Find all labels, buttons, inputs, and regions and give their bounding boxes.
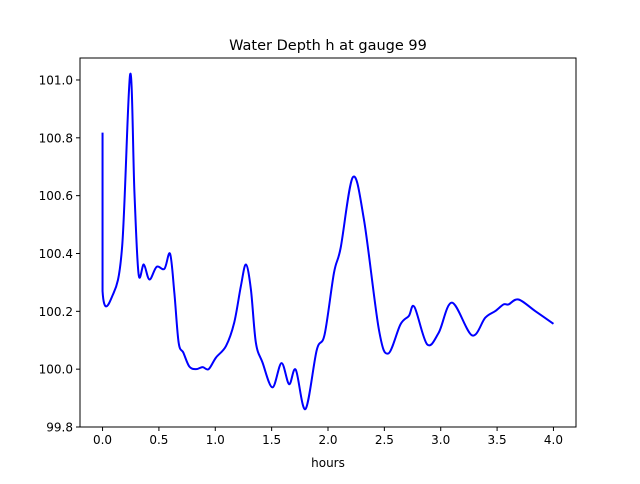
y-tick-label: 100.0 [39,363,73,377]
x-axis-label: hours [311,456,345,470]
y-tick-label: 101.0 [39,73,73,87]
y-tick-label: 100.6 [39,189,73,203]
x-tick-label: 3.0 [431,433,450,447]
y-axis-ticks: 99.8 100.0 100.2 100.4 100.6 100.8 101.0 [39,73,80,435]
chart-title: Water Depth h at gauge 99 [229,38,427,54]
y-tick-label: 100.4 [39,247,73,261]
x-tick-label: 1.5 [262,433,281,447]
axes-frame [79,57,577,428]
y-tick-label: 100.2 [39,305,73,319]
x-tick-label: 1.0 [206,433,225,447]
y-tick-label: 99.8 [46,421,73,435]
x-tick-label: 3.5 [488,433,507,447]
x-tick-label: 0.5 [149,433,168,447]
x-axis-ticks: 0.0 0.5 1.0 1.5 2.0 2.5 3.0 3.5 4.0 [93,427,563,447]
x-tick-label: 4.0 [544,433,563,447]
x-tick-label: 2.0 [318,433,337,447]
series-line-h [101,73,555,411]
y-tick-label: 100.8 [39,131,73,145]
x-tick-label: 0.0 [93,433,112,447]
x-tick-label: 2.5 [375,433,394,447]
